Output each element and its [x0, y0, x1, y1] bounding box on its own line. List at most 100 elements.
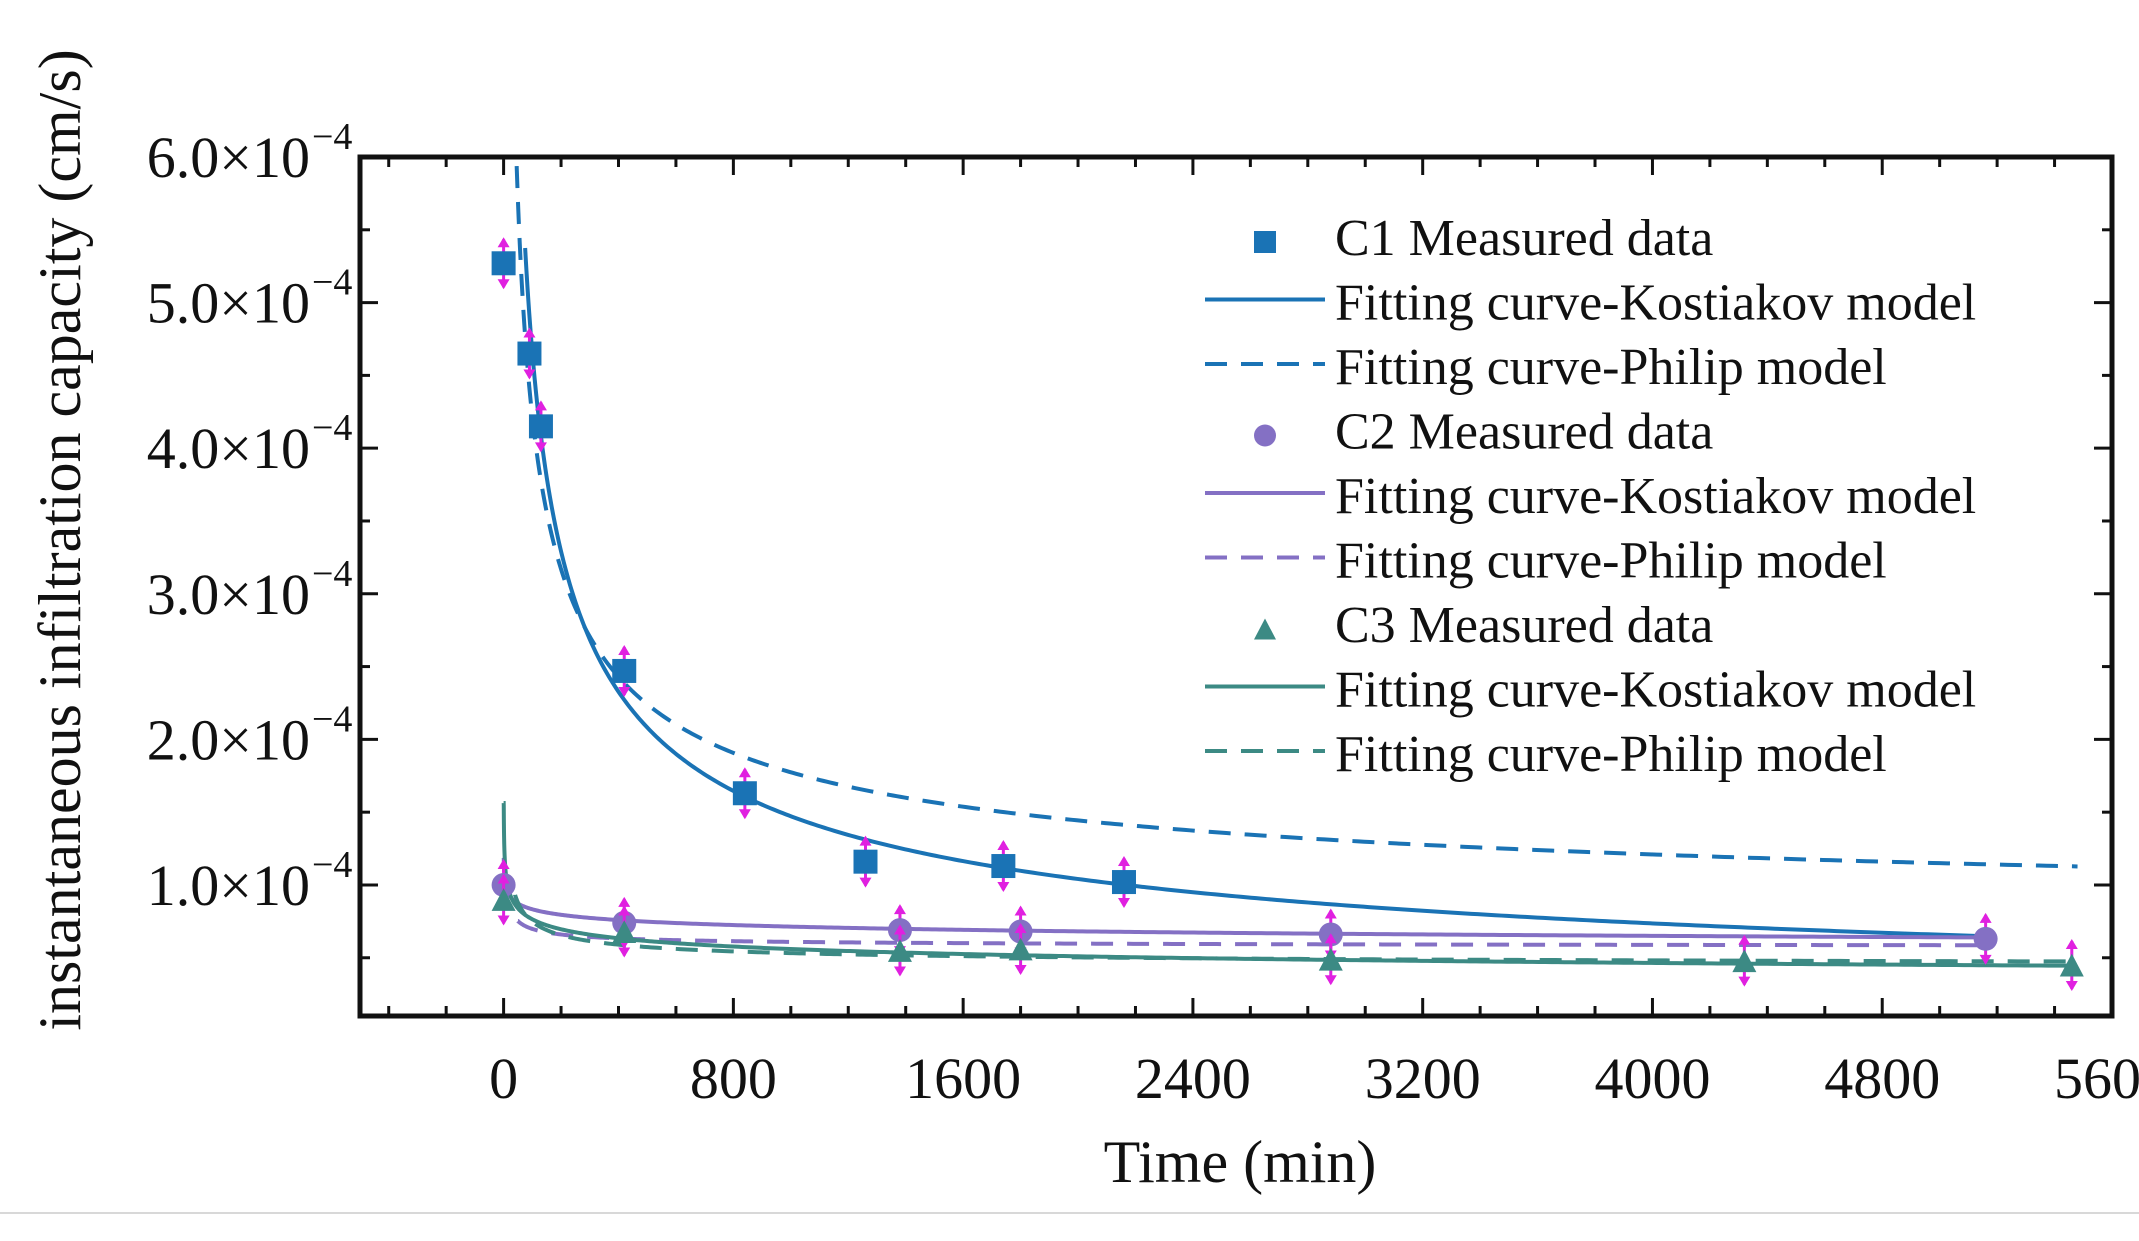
error-cap-top [859, 835, 872, 846]
x-tick-label: 1600 [905, 1046, 1021, 1111]
point-c3-3 [1008, 923, 1033, 976]
y-tick-mantissa: 3.0×10 [147, 562, 310, 627]
error-cap-bottom [738, 809, 751, 820]
axes: 08001600240032004000480056001.0×10−42.0×… [147, 116, 2139, 1111]
error-cap-top [1979, 912, 1992, 923]
legend-label: C2 Measured data [1335, 404, 1713, 461]
marker [887, 939, 912, 962]
curve-c2-philip [516, 919, 1986, 948]
legend-entry-c2-solid: Fitting curve-Kostiakov model [1205, 468, 1976, 525]
point-c1-5 [853, 835, 878, 888]
error-cap-top [2065, 939, 2078, 950]
legend-entry-c3-dashed: Fitting curve-Philip model [1205, 726, 1887, 783]
y-tick-mantissa: 4.0×10 [147, 416, 310, 481]
legend-entry-c3-solid: Fitting curve-Kostiakov model [1205, 662, 1976, 719]
legend-label: Fitting curve-Philip model [1335, 533, 1887, 590]
marker [2059, 953, 2084, 977]
error-cap-bottom [618, 686, 631, 697]
marker [1008, 937, 1033, 961]
error-cap-bottom [523, 369, 536, 380]
y-tick-mantissa: 1.0×10 [147, 853, 310, 918]
y-tick-exponent: −4 [312, 262, 352, 304]
marker [517, 341, 542, 366]
legend-label: C1 Measured data [1335, 210, 1713, 267]
curve-c1-kostiakov [523, 247, 1986, 939]
legend-entry-c2-marker: C2 Measured data [1254, 404, 1713, 461]
point-c1-0 [491, 237, 516, 290]
x-axis-title: Time (min) [1104, 1129, 1377, 1195]
error-cap-top [893, 924, 906, 935]
error-cap-bottom [893, 966, 906, 977]
y-tick-exponent: −4 [312, 116, 352, 158]
point-c1-4 [732, 767, 757, 820]
marker [612, 658, 637, 683]
legend-label: Fitting curve-Kostiakov model [1335, 662, 1976, 719]
legend-label: Fitting curve-Philip model [1335, 339, 1887, 396]
marker [991, 854, 1016, 879]
marker [1111, 870, 1136, 895]
error-cap-top [1117, 856, 1130, 867]
error-cap-bottom [497, 915, 510, 926]
legend-entry-c1-marker: C1 Measured data [1254, 210, 1713, 267]
point-c2-5 [1973, 912, 1998, 965]
error-cap-top [1738, 934, 1751, 945]
y-tick-exponent: −4 [312, 553, 352, 595]
error-cap-top [523, 327, 536, 338]
y-tick-exponent: −4 [312, 844, 352, 886]
y-tick-label: 5.0×10 [147, 271, 310, 336]
curve-c3-philip [513, 894, 2072, 964]
point-c1-2 [528, 400, 553, 453]
marker [1732, 949, 1757, 973]
error-cap-top [738, 767, 751, 778]
marker [1318, 947, 1343, 971]
point-c1-1 [517, 327, 542, 380]
error-cap-top [618, 905, 631, 916]
x-tick-label: 5600 [2054, 1046, 2139, 1111]
error-cap-bottom [1014, 965, 1027, 976]
point-c1-7 [1111, 856, 1136, 909]
y-tick-mantissa: 6.0×10 [147, 125, 310, 190]
error-cap-top [1324, 933, 1337, 944]
point-c3-5 [1732, 934, 1757, 987]
legend-label: Fitting curve-Kostiakov model [1335, 275, 1976, 332]
legend-marker [1254, 424, 1276, 447]
curve-c2-kostiakov [501, 855, 1986, 940]
legend-label: Fitting curve-Philip model [1335, 726, 1887, 783]
error-cap-top [618, 644, 631, 655]
error-cap-top [1014, 923, 1027, 934]
y-tick-label: 2.0×10 [147, 707, 310, 772]
y-tick-label: 3.0×10 [147, 562, 310, 627]
legend-entry-c1-solid: Fitting curve-Kostiakov model [1205, 275, 1976, 332]
error-cap-bottom [2065, 981, 2078, 992]
measured-points [491, 237, 2084, 992]
error-cap-top [997, 840, 1010, 851]
point-c3-4 [1318, 933, 1343, 986]
legend: C1 Measured data Fitting curve-Kostiakov … [1205, 210, 1976, 783]
point-c3-1 [612, 905, 637, 958]
x-tick-label: 2400 [1135, 1046, 1251, 1111]
x-tick-label: 0 [489, 1046, 518, 1111]
error-cap-bottom [997, 882, 1010, 893]
point-c3-6 [2059, 939, 2084, 992]
marker [732, 781, 757, 806]
error-cap-top [1324, 908, 1337, 919]
x-tick-label: 800 [690, 1046, 777, 1111]
error-cap-top [497, 858, 510, 869]
error-cap-bottom [534, 442, 547, 453]
error-cap-top [618, 896, 631, 907]
x-tick-label: 4000 [1594, 1046, 1710, 1111]
legend-entry-c3-marker: C3 Measured data [1254, 597, 1713, 654]
curve-c1-philip [514, 157, 2078, 869]
point-c1-6 [991, 840, 1016, 893]
error-cap-bottom [1738, 976, 1751, 987]
legend-entry-c2-dashed: Fitting curve-Philip model [1205, 533, 1887, 590]
error-cap-bottom [497, 279, 510, 290]
x-tick-label: 4800 [1824, 1046, 1940, 1111]
y-tick-label: 4.0×10 [147, 416, 310, 481]
error-cap-bottom [618, 947, 631, 958]
y-tick-mantissa: 5.0×10 [147, 271, 310, 336]
marker [853, 849, 878, 874]
point-c3-0 [491, 873, 516, 926]
